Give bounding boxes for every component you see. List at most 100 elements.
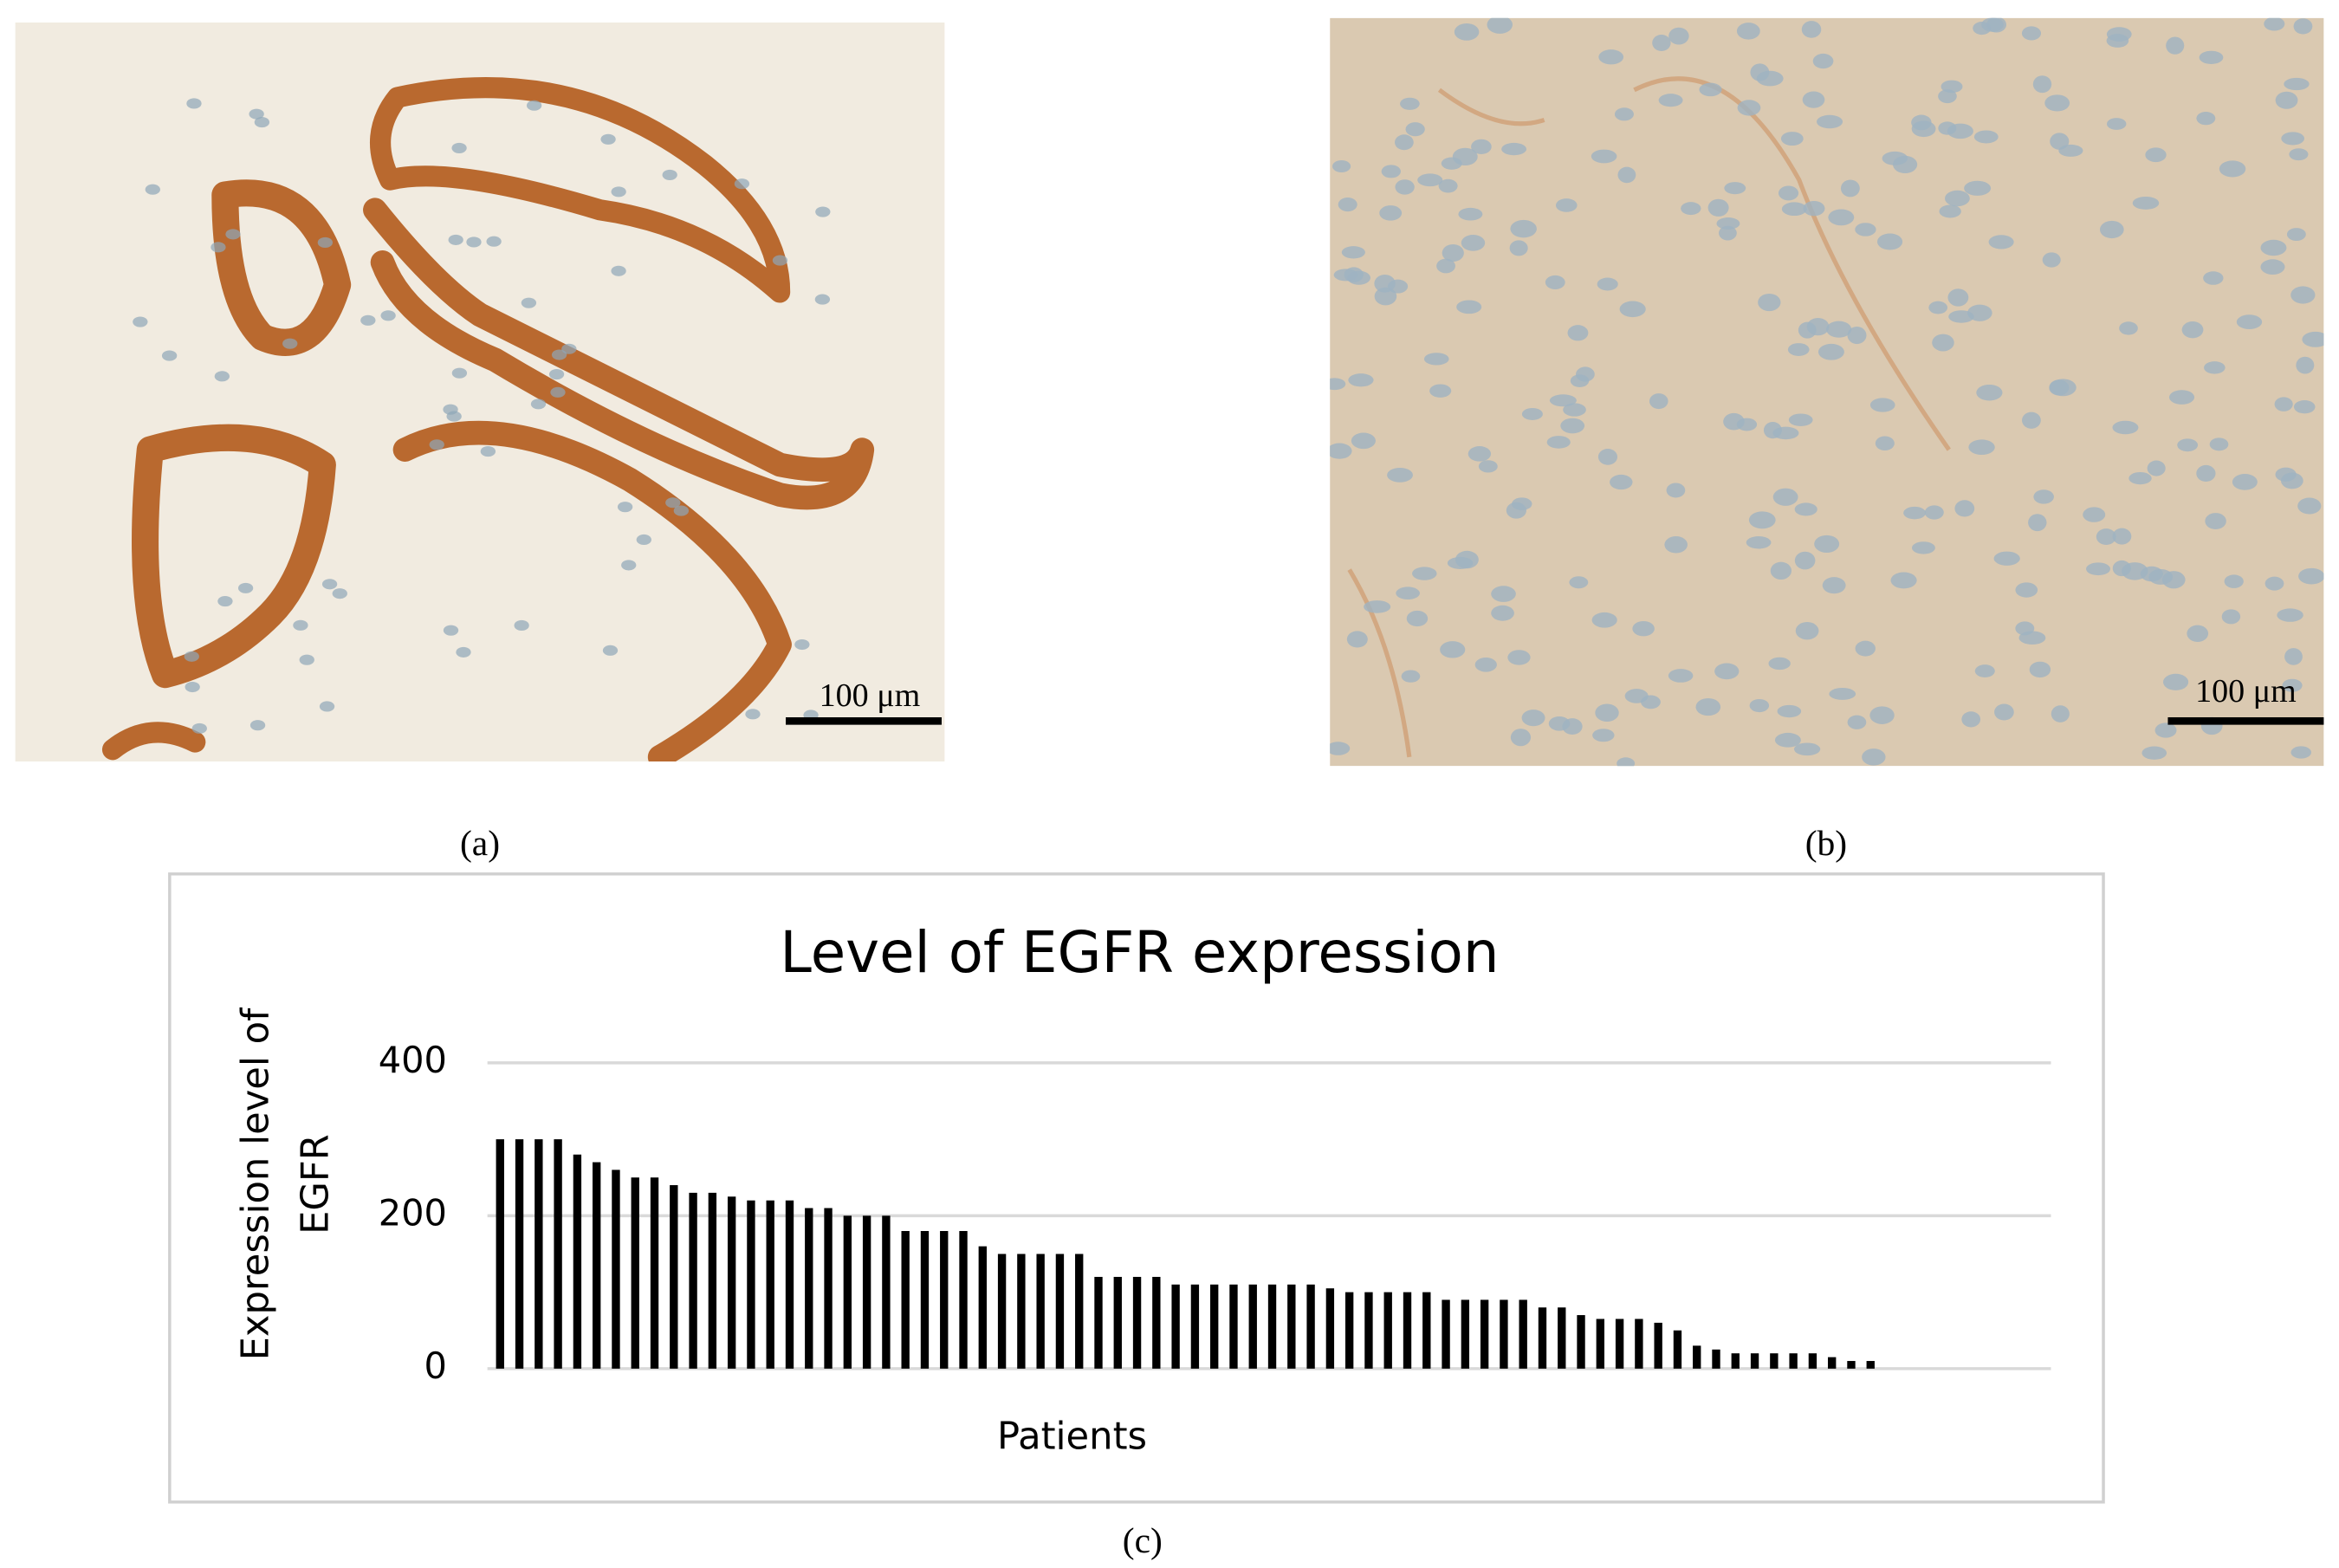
nucleus xyxy=(2177,438,2199,452)
nucleus xyxy=(2112,528,2132,545)
nucleus xyxy=(1737,100,1761,116)
bar xyxy=(843,1215,852,1369)
nucleus xyxy=(282,338,298,349)
nucleus xyxy=(1869,706,1895,724)
bar xyxy=(1538,1307,1547,1369)
nucleus xyxy=(2284,648,2303,665)
nucleus xyxy=(1826,321,1852,338)
nucleus xyxy=(1454,23,1480,41)
nucleus xyxy=(1417,173,1443,187)
nucleus xyxy=(1716,217,1740,230)
bar xyxy=(1017,1254,1026,1369)
bar xyxy=(1770,1353,1779,1369)
bar xyxy=(1635,1319,1643,1369)
nucleus xyxy=(1869,398,1895,412)
nucleus xyxy=(1348,373,1374,387)
nucleus xyxy=(2199,50,2224,64)
nucleus xyxy=(1787,343,1810,356)
bar xyxy=(650,1177,659,1369)
nucleus xyxy=(1964,180,1992,196)
nucleus xyxy=(2029,661,2051,678)
nucleus xyxy=(1781,202,1807,217)
nucleus xyxy=(1758,293,1781,312)
nucleus xyxy=(1862,748,1886,766)
nucleus xyxy=(665,497,681,509)
nucleus xyxy=(1344,267,1364,282)
nucleus xyxy=(1491,586,1516,602)
nucleus xyxy=(1777,704,1802,718)
nucleus xyxy=(1560,418,1585,434)
bar xyxy=(1075,1254,1084,1369)
nucleus xyxy=(1395,134,1414,151)
nucleus xyxy=(1812,53,1834,69)
bar xyxy=(1422,1292,1431,1369)
bar xyxy=(1693,1345,1701,1369)
nucleus xyxy=(1652,35,1671,52)
y-tick-label: 400 xyxy=(379,1039,447,1081)
bar xyxy=(554,1139,562,1369)
nucleus xyxy=(1988,235,2014,249)
nucleus xyxy=(1548,716,1571,731)
nucleus xyxy=(2298,567,2324,585)
nucleus xyxy=(1948,310,1974,323)
nucleus xyxy=(1668,669,1694,683)
nucleus xyxy=(1668,27,1689,45)
nucleus xyxy=(548,368,565,380)
nucleus xyxy=(1374,274,1396,293)
nucleus xyxy=(1617,166,1636,184)
nucleus xyxy=(1521,709,1545,727)
nucleus xyxy=(2196,112,2216,126)
nucleus xyxy=(317,236,334,249)
nucleus xyxy=(1610,474,1633,490)
nucleus xyxy=(2032,75,2052,94)
nucleus xyxy=(1749,698,1770,713)
nucleus xyxy=(1474,658,1497,672)
nucleus xyxy=(1928,301,1948,314)
nucleus xyxy=(514,619,529,632)
nucleus xyxy=(466,236,482,248)
bar xyxy=(1403,1292,1412,1369)
nucleus xyxy=(1406,610,1429,627)
nucleus xyxy=(1619,301,1646,318)
nucleus xyxy=(1699,82,1722,97)
nucleus xyxy=(2196,464,2216,482)
nucleus xyxy=(321,579,338,590)
y-axis-label: EGFR xyxy=(295,1134,338,1234)
nucleus xyxy=(2302,331,2324,347)
nucleus xyxy=(1429,384,1452,398)
nucleus xyxy=(1802,91,1825,108)
nucleus xyxy=(214,371,230,382)
nucleus xyxy=(1723,412,1745,431)
nucleus xyxy=(1338,198,1357,212)
nucleus xyxy=(2282,678,2303,692)
nucleus xyxy=(249,720,266,731)
bar xyxy=(1325,1288,1335,1369)
bar xyxy=(1519,1299,1527,1369)
nucleus xyxy=(1423,353,1449,366)
bar xyxy=(1152,1276,1161,1369)
nucleus xyxy=(1592,729,1615,742)
nucleus xyxy=(2141,746,2167,760)
nucleus xyxy=(1412,567,1437,580)
nucleus xyxy=(1461,234,1486,251)
nucleus xyxy=(1614,107,1634,121)
bar xyxy=(708,1192,717,1369)
nucleus xyxy=(2015,582,2038,598)
nucleus xyxy=(794,638,810,651)
nucleus xyxy=(1507,650,1531,665)
nucleus xyxy=(550,386,566,398)
bar xyxy=(515,1139,524,1369)
nucleus xyxy=(1794,502,1817,516)
bar xyxy=(805,1208,813,1369)
bar xyxy=(1210,1284,1219,1369)
bar xyxy=(573,1154,582,1369)
nucleus xyxy=(2112,420,2139,435)
nucleus xyxy=(772,255,788,266)
nucleus xyxy=(2096,528,2116,546)
nucleus xyxy=(617,502,633,513)
nucleus xyxy=(1597,449,1618,465)
bar xyxy=(862,1215,871,1369)
bar xyxy=(1248,1284,1257,1369)
nucleus xyxy=(2021,26,2042,41)
nucleus xyxy=(1794,551,1816,570)
